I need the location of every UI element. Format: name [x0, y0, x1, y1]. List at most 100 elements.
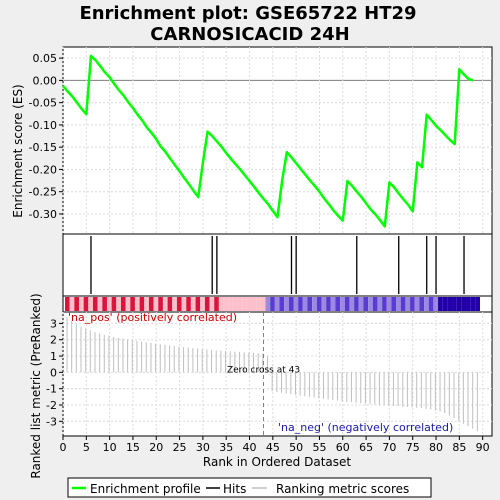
heatmap-cell: [466, 297, 471, 311]
es-y-tick-label: -0.20: [29, 163, 57, 176]
heatmap-cell: [302, 297, 308, 311]
heatmap-cell: [279, 297, 285, 311]
heatmap-cell: [116, 297, 121, 311]
heatmap-cell: [195, 297, 201, 311]
rank-heatmap: [65, 297, 481, 311]
legend-box: [67, 477, 432, 498]
heatmap-cell: [424, 297, 429, 311]
x-tick-label: 65: [359, 441, 373, 454]
heatmap-cell: [83, 297, 89, 311]
x-tick-label: 55: [312, 441, 326, 454]
heatmap-cell: [214, 297, 219, 311]
heatmap-cell: [148, 297, 154, 311]
heatmap-cell: [386, 297, 392, 311]
heatmap-cell: [242, 297, 247, 311]
heatmap-cell: [218, 297, 224, 311]
heatmap-cell: [172, 297, 177, 311]
heatmap-cell: [106, 297, 112, 311]
metric-y-axis-label: Ranked list metric (PreRanked): [29, 293, 43, 478]
heatmap-cell: [204, 297, 210, 311]
heatmap-cell: [223, 297, 229, 311]
x-tick-label: 5: [83, 441, 90, 454]
heatmap-cell: [125, 297, 131, 311]
es-y-tick-label: 0.05: [33, 52, 58, 65]
heatmap-cell: [414, 297, 420, 311]
es-y-tick-label: -0.25: [29, 186, 57, 199]
heatmap-cell: [438, 297, 443, 311]
legend-hits-text: Hits: [223, 482, 246, 496]
x-tick-label: 10: [103, 441, 117, 454]
heatmap-cell: [293, 297, 299, 311]
es-line: [62, 54, 474, 228]
heatmap-cell: [312, 297, 317, 311]
heatmap-cell: [372, 297, 378, 311]
heatmap-cell: [139, 297, 145, 311]
es-y-tick-label: -0.30: [29, 208, 57, 221]
metric-y-tick-label: -3: [46, 415, 57, 428]
neg-label: 'na_neg' (negatively correlated): [278, 421, 453, 434]
hit-markers: [90, 236, 465, 294]
x-tick-label: 50: [289, 441, 303, 454]
legend-metric-text: Ranking metric scores: [276, 482, 409, 496]
heatmap-cell: [190, 297, 196, 311]
heatmap-cell: [92, 297, 98, 311]
heatmap-cell: [153, 297, 159, 311]
heatmap-cell: [461, 297, 467, 311]
heatmap-cell: [74, 297, 79, 311]
heatmap-cell: [377, 297, 383, 311]
chart-title-line2: CARNOSICACID 24H: [150, 24, 349, 45]
metric-y-tick-label: 1: [50, 350, 57, 363]
heatmap-cell: [260, 297, 266, 311]
metric-gridlines: [62, 312, 492, 436]
heatmap-cell: [158, 297, 163, 311]
heatmap-cell: [274, 297, 280, 311]
legend-es-text: Enrichment profile: [90, 482, 201, 496]
x-tick-label: 15: [126, 441, 140, 454]
metric-panel: [62, 311, 493, 437]
heatmap-cell: [102, 297, 107, 311]
heatmap-cell: [167, 297, 173, 311]
heatmap-cell: [186, 297, 191, 311]
zero-cross-label: Zero cross at 43: [227, 365, 300, 375]
heatmap-cell: [452, 297, 457, 311]
x-tick-label: 70: [382, 441, 396, 454]
es-y-tick-label: -0.10: [29, 119, 57, 132]
heatmap-cell: [354, 297, 359, 311]
heatmap-cell: [410, 297, 415, 311]
heatmap-cell: [181, 297, 187, 311]
heatmap-cell: [344, 297, 350, 311]
hits-panel: [62, 233, 493, 297]
es-gridlines: [62, 47, 492, 234]
x-tick-label: 35: [219, 441, 233, 454]
heatmap-cell: [288, 297, 294, 311]
heatmap-cell: [237, 297, 243, 311]
heatmap-cell: [382, 297, 387, 311]
heatmap-cell: [246, 297, 252, 311]
heatmap-cell: [134, 297, 140, 311]
x-tick-label: 0: [60, 441, 67, 454]
heatmap-cell: [88, 297, 93, 311]
x-tick-label: 90: [476, 441, 490, 454]
metric-y-tick-label: 2: [50, 334, 57, 347]
heatmap-cell: [176, 297, 182, 311]
heatmap-cell: [335, 297, 341, 311]
heatmap-cell: [340, 297, 345, 311]
metric-y-tick-label: 0: [50, 366, 57, 379]
metric-y-tick-label: 3: [50, 317, 57, 330]
x-tick-label: 20: [149, 441, 163, 454]
heatmap-cell: [456, 297, 462, 311]
pos-label: 'na_pos' (positively correlated): [68, 311, 237, 324]
heatmap-cell: [475, 297, 481, 311]
x-tick-label: 25: [173, 441, 187, 454]
x-tick-label: 75: [406, 441, 420, 454]
heatmap-cell: [433, 297, 439, 311]
heatmap-cell: [265, 297, 271, 311]
heatmap-cell: [130, 297, 135, 311]
heatmap-cell: [419, 297, 425, 311]
es-line-group: [62, 54, 474, 228]
heatmap-cell: [405, 297, 411, 311]
heatmap-cell: [228, 297, 233, 311]
heatmap-cell: [78, 297, 84, 311]
heatmap-cell: [97, 297, 103, 311]
